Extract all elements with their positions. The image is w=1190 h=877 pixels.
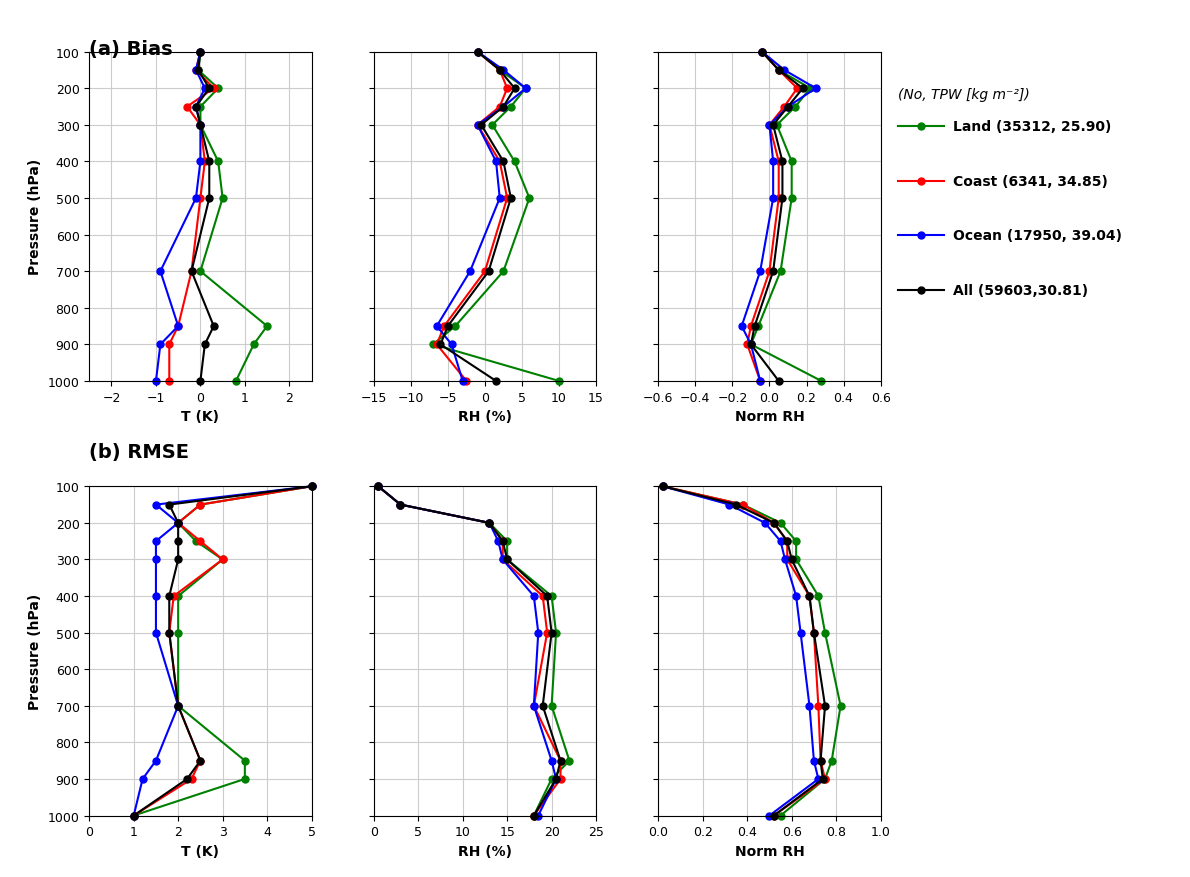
Text: Land (35312, 25.90): Land (35312, 25.90) [953, 120, 1111, 134]
X-axis label: T (K): T (K) [181, 844, 219, 858]
Text: All (59603,30.81): All (59603,30.81) [953, 283, 1089, 297]
Y-axis label: Pressure (hPa): Pressure (hPa) [29, 593, 42, 709]
Text: (b) RMSE: (b) RMSE [89, 443, 189, 462]
X-axis label: Norm RH: Norm RH [734, 410, 804, 424]
Y-axis label: Pressure (hPa): Pressure (hPa) [29, 159, 42, 275]
Text: (No, TPW [kg m⁻²]): (No, TPW [kg m⁻²]) [898, 88, 1031, 102]
X-axis label: RH (%): RH (%) [458, 410, 512, 424]
Text: Coast (6341, 34.85): Coast (6341, 34.85) [953, 175, 1108, 189]
X-axis label: Norm RH: Norm RH [734, 844, 804, 858]
X-axis label: T (K): T (K) [181, 410, 219, 424]
Text: Ocean (17950, 39.04): Ocean (17950, 39.04) [953, 229, 1122, 243]
Text: (a) Bias: (a) Bias [89, 39, 173, 59]
X-axis label: RH (%): RH (%) [458, 844, 512, 858]
